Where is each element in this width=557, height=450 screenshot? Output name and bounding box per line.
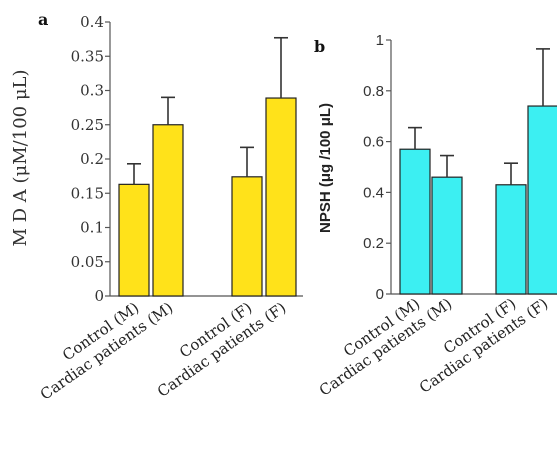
panel-a-y-tick-label: 0.25	[71, 116, 104, 134]
panel-a-y-tick-label: 0.4	[80, 13, 104, 31]
panel-a-bar	[265, 97, 297, 297]
panel-b-y-ticks: 0 0.2 0.4 0.6 0.8 1	[363, 32, 391, 303]
panel-a-y-tick-label: 0.05	[71, 253, 104, 271]
panel-a-y-axis-label: M D A (μM/100 μL)	[10, 70, 31, 247]
panel-b-y-tick-label: 0	[376, 286, 384, 303]
panel-a-letter: a	[38, 10, 48, 29]
panel-b-y-axis-label: NPSH (μg /100 μL)	[317, 103, 334, 233]
panel-a-bar	[152, 124, 184, 297]
panel-b-bar	[431, 176, 463, 295]
panel-a-bar	[118, 183, 150, 297]
panel-a-chart: a M D A (μM/100 μL) 00.050.10.150.20.250…	[10, 10, 303, 404]
panel-b-y-tick-label: 0.2	[363, 235, 384, 252]
panel-b-chart: b NPSH (μg /100 μL) 0 0.2 0.4 0.6 0.8 1 Contr…	[314, 32, 557, 400]
panel-a-y-tick-label: 0.1	[80, 219, 104, 237]
panel-b-category-labels: Control (M)Cardiac patients (M)Control (…	[316, 295, 551, 400]
panel-b-y-tick-label: 0.8	[363, 83, 384, 100]
panel-a-bars	[118, 36, 297, 297]
panel-b-bar	[495, 184, 527, 295]
panel-b-y-tick-label: 1	[376, 32, 384, 49]
panel-a-y-tick-label: 0	[94, 287, 104, 305]
panel-a-category-labels: Control (M)Cardiac patients (M) Control (…	[37, 299, 289, 404]
panel-b-letter: b	[314, 37, 325, 56]
panel-b-y-tick-label: 0.4	[363, 184, 384, 201]
panel-b-y-tick-label: 0.6	[363, 134, 384, 151]
panel-a-y-tick-label: 0.15	[71, 184, 104, 202]
panel-b-bar	[527, 105, 557, 295]
panel-a-y-tick-label: 0.3	[80, 82, 104, 100]
panel-a-y-tick-label: 0.2	[80, 150, 104, 168]
panel-b-bars	[399, 48, 557, 295]
panel-b-bar	[399, 148, 431, 295]
panel-a-y-ticks: 0 0.05 0.1 0.15 0.2 0.25 0.3 0.35 0.4	[71, 13, 110, 305]
panel-a-bar	[231, 176, 263, 297]
panel-a-y-tick-label: 0.35	[71, 47, 104, 65]
